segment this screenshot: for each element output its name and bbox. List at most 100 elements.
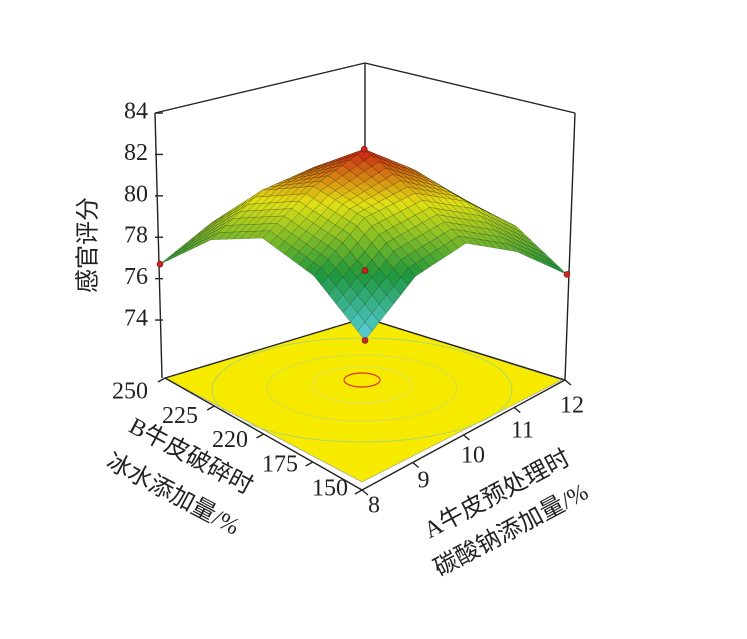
surface-patch [232,224,249,233]
surface-patch [545,260,560,272]
surface-patch [421,199,438,209]
y-tick-label: 150 [312,476,348,502]
surface-patch [335,156,350,165]
surface-patch [436,196,452,206]
surface-patch [276,208,293,217]
contour [343,372,381,388]
z-axis [154,112,163,379]
surface-patch [516,247,532,259]
z-tick-label: 74 [124,306,148,332]
surface-patch [400,169,416,178]
y-tick-label: 225 [162,403,198,429]
y-tick-label: 220 [212,427,248,453]
surface-patch [247,230,264,239]
box-edge [164,317,366,379]
surface-patch [254,209,271,218]
x-tick-label: 8 [368,493,380,519]
surface-patch [414,234,431,247]
surface-patch [523,239,539,251]
surface-patch [305,167,321,174]
surface-patch [291,182,307,189]
axes-front [154,112,572,496]
surface-patch [422,176,437,184]
z-tick-label: 84 [124,99,148,125]
surface-patch [479,227,496,237]
surface-patch [328,285,344,304]
surface-patch [262,230,278,244]
x-tick-label: 9 [418,468,430,494]
y-tick-label: 175 [262,451,298,477]
surface-patch [313,267,329,286]
surface-patch [357,234,373,252]
surface-patch [350,312,366,332]
box-edge [154,62,366,114]
surface-patch [254,189,271,198]
surface [159,148,568,341]
surface-patch [371,251,387,270]
y-tick [206,405,215,411]
x-tick [564,379,572,386]
surface-patch [357,321,373,341]
contour [311,366,413,404]
surface-patch [400,230,416,244]
surface-patch [269,188,285,197]
surface-patch [269,185,285,190]
contour [211,337,513,443]
z-axis-label: 感官评分 [75,197,102,293]
z-tick-label: 80 [124,181,148,207]
surface-patch [290,186,307,196]
surface-patch [269,182,285,188]
surface-patch [458,211,474,221]
surface-patch [240,231,256,240]
y-tick [305,461,314,467]
z-tick-label: 78 [124,223,148,249]
surface-patch [210,232,227,240]
surface-patch [203,232,219,244]
surface-patch [443,240,460,253]
surface-patch [537,253,553,265]
surface-patch [379,294,395,314]
surface-patch [472,204,488,216]
surface-patch [451,192,466,201]
design-point [361,337,369,344]
x-tick-label: 11 [511,418,534,444]
surface-patch [320,161,336,169]
design-point [361,267,369,274]
x-tick-label: 10 [461,443,485,469]
x-tick [513,406,521,414]
surface-patch [400,172,416,181]
surface-patch [422,185,437,193]
box-edge [364,317,566,381]
surface-patch [371,182,387,193]
surface-patch [393,276,409,295]
surface-patch [537,257,553,269]
z-tick-label: 82 [124,140,148,166]
surface-patch [378,197,394,208]
surface-patch [494,241,510,251]
surface-patch [472,208,488,220]
surface-patch [364,312,380,332]
design-point [360,145,368,153]
surface-patch [385,157,401,167]
y-tick [157,377,166,383]
surface-patch [320,170,336,178]
surface-patch [239,224,256,233]
z-tick-label: 76 [124,264,148,290]
box-edge [364,62,576,114]
design-point [563,271,571,278]
surface-patch [320,166,336,174]
surface-patch [385,238,402,252]
surface-patch [269,195,285,204]
surface-patch [217,224,234,233]
surface-patch [218,231,234,240]
contour [266,354,458,422]
surface-patch [306,165,321,173]
design-point [156,260,164,268]
x-tick [463,434,470,441]
surface-patch [254,195,271,205]
surface-patch [189,236,205,248]
y-tick [354,489,363,495]
surface-patch [298,256,314,271]
x-tick [412,461,420,469]
